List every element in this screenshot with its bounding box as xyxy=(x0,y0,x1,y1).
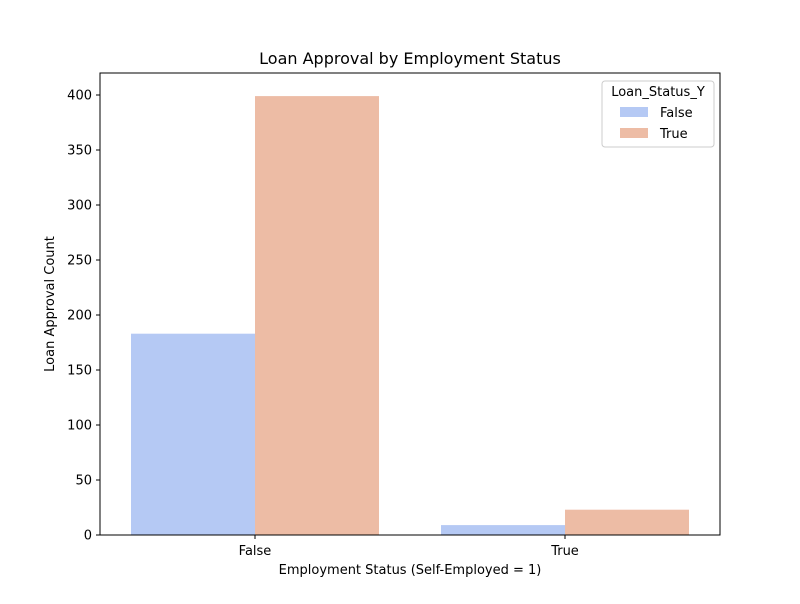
y-axis-ticks: 0 50 100 150 200 250 300 350 400 xyxy=(67,89,100,544)
bar-true-true xyxy=(565,509,689,535)
y-tick-label: 100 xyxy=(67,419,92,434)
legend-title: Loan_Status_Y xyxy=(611,85,705,100)
y-tick-label: 200 xyxy=(67,309,92,324)
y-tick-label: 400 xyxy=(67,89,92,104)
y-tick-label: 150 xyxy=(67,364,92,379)
y-axis-label: Loan Approval Count xyxy=(43,236,58,372)
plot-frame xyxy=(99,72,721,536)
chart-title: Loan Approval by Employment Status xyxy=(259,49,561,68)
x-tick-label: False xyxy=(239,544,272,559)
legend: Loan_Status_Y False True xyxy=(601,80,715,148)
y-tick-label: 350 xyxy=(67,144,92,159)
legend-entries: False True xyxy=(620,106,693,142)
bars-layer xyxy=(131,96,689,535)
bar-false-true xyxy=(441,525,565,535)
legend-label-true: True xyxy=(659,127,688,142)
y-tick-label: 0 xyxy=(84,529,92,544)
legend-swatch-true xyxy=(620,128,648,138)
bar-true-false xyxy=(255,96,379,535)
y-tick-label: 300 xyxy=(67,199,92,214)
bar-false-false xyxy=(131,333,255,535)
x-axis-ticks: False True xyxy=(239,535,579,559)
x-tick-label: True xyxy=(550,544,579,559)
legend-swatch-false xyxy=(620,107,648,117)
legend-label-false: False xyxy=(660,106,693,121)
y-tick-label: 50 xyxy=(75,474,92,489)
y-tick-label: 250 xyxy=(67,254,92,269)
x-axis-label: Employment Status (Self-Employed = 1) xyxy=(279,563,542,578)
